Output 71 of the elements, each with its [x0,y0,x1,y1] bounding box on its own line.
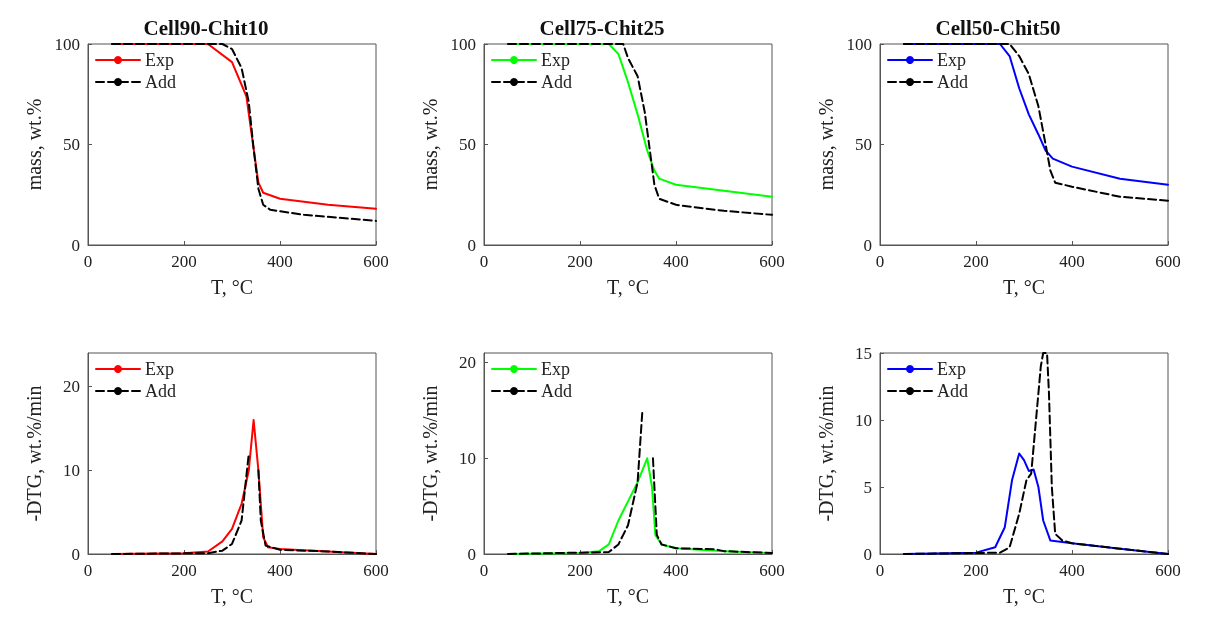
y-tick-label: 0 [71,235,80,255]
y-tick-label: 0 [863,235,872,255]
y-axis-title: -DTG, wt.%/min [23,385,45,522]
x-tick-label: 400 [267,252,293,271]
y-tick-label: 20 [459,353,476,373]
y-tick-label: 10 [459,448,476,468]
y-tick-label: 100 [450,34,476,54]
y-axis-title: -DTG, wt.%/min [419,385,441,522]
legend-label: Add [937,72,968,92]
line-series [903,352,1169,555]
x-tick-label: 0 [479,561,489,580]
y-tick-label: 50 [459,135,476,154]
x-tick-label: 600 [759,561,785,580]
x-axis-title: T, °C [1002,276,1046,298]
x-tick-label: 400 [1059,252,1085,271]
chart-title: Cell50-Chit50 [935,15,1061,40]
y-axis-title: mass, wt.% [814,98,837,191]
x-tick-label: 600 [363,561,389,580]
y-tick-label: 0 [467,544,476,564]
x-axis-title: T, °C [606,585,650,607]
chart-title: Cell75-Chit25 [539,15,665,40]
legend-label: Exp [145,359,174,379]
legend-label: Exp [937,50,966,70]
legend-label: Add [541,72,572,92]
y-tick-label: 10 [855,410,872,430]
x-tick-label: 0 [875,252,885,271]
x-tick-label: 400 [663,252,689,271]
x-axis-title: T, °C [606,276,650,298]
legend-label: Exp [541,50,570,70]
x-tick-label: 0 [875,561,885,580]
y-tick-label: 0 [71,544,80,564]
x-tick-label: 200 [567,561,593,580]
x-axis-title: T, °C [210,585,254,607]
x-tick-label: 400 [1059,561,1085,580]
legend-label: Exp [937,359,966,379]
y-tick-label: 0 [863,544,872,564]
x-tick-label: 200 [963,561,989,580]
y-tick-label: 50 [855,135,872,154]
x-tick-label: 600 [363,252,389,271]
y-tick-label: 10 [63,460,80,480]
x-tick-label: 600 [759,252,785,271]
legend-label: Add [145,72,176,92]
legend-label: Exp [541,359,570,379]
x-tick-label: 600 [1155,561,1181,580]
x-tick-label: 200 [963,252,989,271]
x-tick-label: 0 [83,252,93,271]
x-axis-title: T, °C [1002,585,1046,607]
x-tick-label: 0 [83,561,93,580]
y-axis-title: mass, wt.% [418,98,441,191]
legend-label: Exp [145,50,174,70]
y-tick-label: 20 [63,377,80,396]
y-tick-label: 100 [54,34,80,54]
legend-label: Add [937,381,968,401]
x-tick-label: 200 [171,252,197,271]
legend-label: Add [145,381,176,401]
x-tick-label: 200 [567,252,593,271]
x-tick-label: 0 [479,252,489,271]
x-tick-label: 400 [663,561,689,580]
x-tick-label: 200 [171,561,197,580]
y-axis-title: -DTG, wt.%/min [815,385,837,522]
y-tick-label: 100 [846,34,872,54]
x-tick-label: 600 [1155,252,1181,271]
y-tick-label: 15 [855,343,872,363]
x-axis-title: T, °C [210,276,254,298]
y-tick-label: 0 [467,235,476,255]
y-tick-label: 50 [63,135,80,154]
chart-title: Cell90-Chit10 [143,15,269,40]
y-axis-title: mass, wt.% [22,98,45,191]
y-tick-label: 5 [863,477,872,497]
legend-label: Add [541,381,572,401]
x-tick-label: 400 [267,561,293,580]
